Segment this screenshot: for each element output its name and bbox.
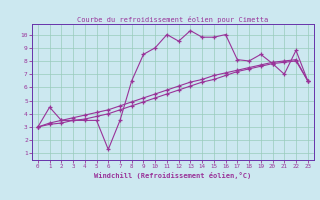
Title: Courbe du refroidissement éolien pour Cimetta: Courbe du refroidissement éolien pour Ci… — [77, 16, 268, 23]
X-axis label: Windchill (Refroidissement éolien,°C): Windchill (Refroidissement éolien,°C) — [94, 172, 252, 179]
